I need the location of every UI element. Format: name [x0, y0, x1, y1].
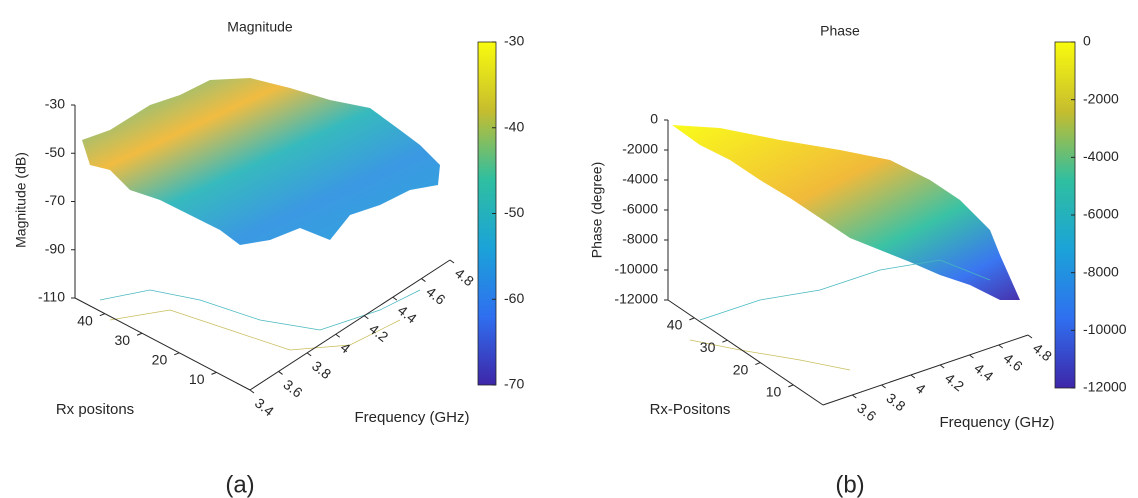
x-tick-label: 3.8 — [309, 358, 334, 383]
contour-decor — [699, 259, 991, 321]
x-tick-label: 4.8 — [1030, 340, 1055, 365]
x-tick-label: 4 — [338, 339, 354, 357]
y-tick — [136, 332, 143, 336]
z-tick-label: -2000 — [622, 141, 658, 157]
axis-line — [667, 299, 824, 406]
x-axis-label: Frequency (GHz) — [939, 414, 1054, 431]
y-axis-label: Rx positons — [56, 401, 134, 418]
y-tick-label: 40 — [667, 317, 683, 333]
colorbar-tick-label: 0 — [1083, 33, 1091, 49]
y-tick-label: 10 — [189, 371, 205, 387]
y-tick-label: 30 — [700, 339, 716, 355]
x-tick — [335, 333, 341, 338]
axis-line — [822, 334, 1029, 406]
x-tick-label: 4.6 — [1001, 350, 1026, 375]
axis-line — [249, 259, 451, 391]
x-tick — [449, 259, 455, 264]
colorbar-tick-label: -2000 — [1083, 90, 1119, 106]
y-tick-label: 40 — [77, 312, 93, 328]
z-tick-label: -4000 — [622, 171, 658, 187]
surface-b — [672, 125, 1020, 300]
z-tick-label: -8000 — [622, 231, 658, 247]
y-tick-label: 20 — [733, 361, 749, 377]
caption: (b) — [835, 471, 864, 498]
colorbar-tick-label: -8000 — [1083, 263, 1119, 279]
x-tick-label: 3.6 — [854, 400, 879, 425]
z-tick-label: -90 — [45, 240, 65, 256]
y-tick — [788, 384, 794, 388]
x-tick — [910, 374, 916, 379]
y-tick — [755, 362, 761, 366]
x-tick — [249, 389, 255, 394]
chart-title: Phase — [820, 23, 860, 39]
colorbar-tick-label: -40 — [504, 118, 524, 134]
z-axis-label: Phase (degree) — [589, 162, 605, 259]
y-tick — [99, 313, 105, 317]
y-tick-label: 10 — [766, 384, 782, 400]
x-tick-label: 4.2 — [366, 320, 391, 345]
colorbar-tick-label: -4000 — [1083, 148, 1119, 164]
x-tick — [881, 384, 886, 389]
x-tick — [851, 394, 857, 399]
x-tick-label: 4 — [913, 380, 929, 398]
z-tick-label: 0 — [650, 111, 658, 127]
x-tick-label: 3.8 — [883, 390, 908, 415]
colorbar-tick-label: -50 — [504, 204, 524, 220]
x-tick — [306, 352, 312, 357]
y-tick — [689, 317, 695, 321]
contour-decor — [99, 289, 421, 331]
colorbar-tick-label: -6000 — [1083, 206, 1119, 222]
x-tick-label: 4.8 — [452, 265, 477, 290]
y-tick — [174, 352, 180, 356]
x-tick — [969, 354, 974, 359]
colorbar-tick-label: -70 — [504, 376, 524, 392]
z-tick-label: -70 — [45, 192, 65, 208]
contour-decor — [109, 309, 401, 351]
x-tick — [939, 364, 945, 369]
y-tick-label: 30 — [114, 332, 130, 348]
x-tick-label: 3.6 — [280, 376, 305, 401]
x-tick — [392, 296, 398, 301]
x-tick-label: 4.2 — [942, 370, 967, 395]
x-tick — [1027, 334, 1033, 339]
colorbar-tick-label: -60 — [504, 290, 524, 306]
x-tick — [363, 315, 369, 320]
z-tick-label: -6000 — [622, 201, 658, 217]
colorbar-tick-label: -30 — [504, 33, 524, 49]
x-tick — [278, 371, 283, 375]
surface-decor — [82, 78, 1020, 371]
z-tick-label: -10000 — [614, 261, 658, 277]
caption: (a) — [225, 471, 254, 498]
x-tick-label: 4.6 — [423, 283, 448, 308]
y-tick — [722, 339, 728, 343]
z-axis-label: Magnitude (dB) — [13, 152, 29, 248]
z-tick-label: -12000 — [614, 291, 658, 307]
z-tick-label: -50 — [45, 144, 65, 160]
colorbar-tick-label: -12000 — [1083, 379, 1127, 395]
x-tick — [998, 344, 1004, 349]
axis-line — [74, 297, 251, 391]
contour-decor — [689, 339, 851, 371]
z-tick-label: -30 — [45, 96, 65, 112]
y-tick — [211, 371, 217, 375]
chart-title: Magnitude — [227, 19, 293, 35]
x-tick-label: 3.4 — [252, 395, 277, 420]
y-tick-label: 20 — [152, 352, 168, 368]
z-tick-label: -110 — [38, 289, 65, 305]
x-tick-label: 4.4 — [971, 360, 996, 385]
x-tick — [421, 278, 426, 282]
y-axis-label: Rx-Positons — [650, 401, 731, 418]
x-tick-label: 4.4 — [395, 302, 420, 327]
colorbar-tick-label: -10000 — [1083, 321, 1127, 337]
surface-a — [82, 78, 440, 245]
x-axis-label: Frequency (GHz) — [354, 409, 469, 426]
